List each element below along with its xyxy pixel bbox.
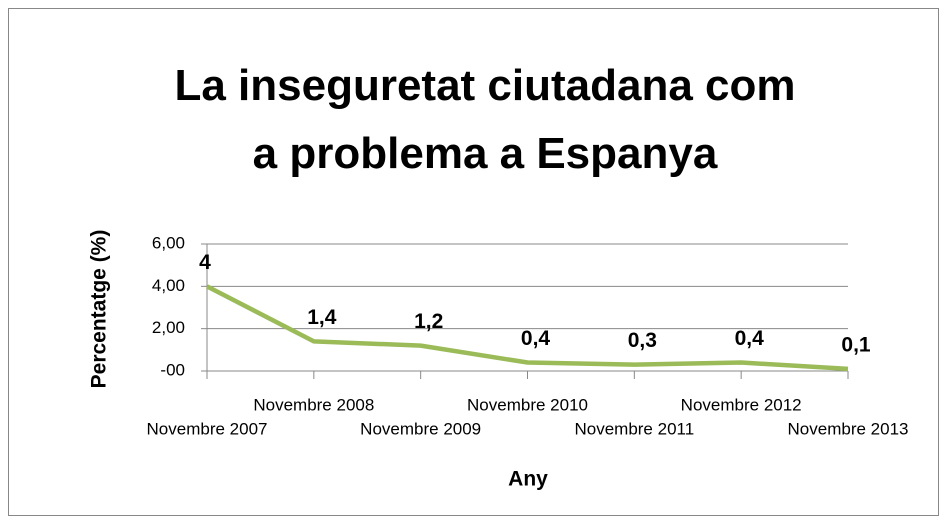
data-label: 0,3 [628, 329, 657, 352]
chart-title: La inseguretat ciutadana com a problema … [174, 61, 796, 178]
x-axis-label: Any [508, 468, 548, 491]
y-tick-label: -00 [160, 360, 185, 379]
data-label: 0,4 [521, 327, 551, 350]
data-label: 4 [199, 251, 211, 274]
x-tick-label: Novembre 2007 [147, 419, 268, 438]
data-label: 0,4 [735, 327, 765, 350]
data-label: 1,2 [414, 310, 443, 333]
x-tick-label: Novembre 2008 [253, 395, 374, 414]
y-tick-label: 6,00 [152, 233, 185, 252]
chart-frame [8, 8, 939, 516]
data-label: 1,4 [307, 306, 337, 329]
y-tick-label: 2,00 [152, 318, 185, 337]
x-tick-label: Novembre 2012 [681, 395, 802, 414]
x-tick-label: Novembre 2009 [360, 419, 481, 438]
y-axis-label: Percentatge (%) [88, 230, 111, 389]
data-label: 0,1 [841, 333, 871, 356]
data-line [205, 284, 849, 372]
y-tick-label: 4,00 [152, 276, 185, 295]
x-tick-label: Novembre 2010 [467, 395, 588, 414]
x-tick-label: Novembre 2013 [788, 419, 909, 438]
x-tick-label: Novembre 2011 [574, 419, 694, 438]
